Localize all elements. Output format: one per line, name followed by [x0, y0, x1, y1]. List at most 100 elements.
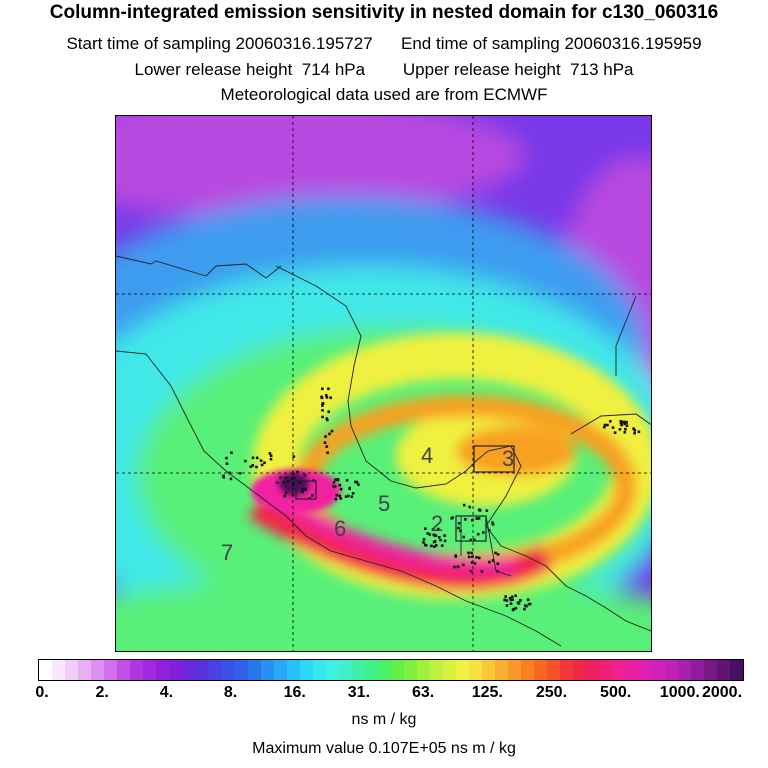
point-marker	[453, 565, 456, 569]
point-marker	[516, 601, 520, 604]
point-marker	[291, 483, 295, 487]
colorbar-cell	[338, 660, 352, 680]
point-marker	[292, 482, 295, 485]
colorbar-cell	[508, 660, 522, 680]
point-marker	[354, 480, 357, 484]
point-marker	[259, 459, 263, 462]
colorbar-cell	[729, 660, 743, 680]
point-marker	[487, 529, 491, 532]
plot-title: Column-integrated emission sensitivity i…	[49, 2, 719, 23]
colorbar-cell	[130, 660, 144, 680]
colorbar-cell	[91, 660, 105, 680]
point-marker	[470, 561, 474, 564]
point-marker	[603, 425, 606, 429]
point-marker	[251, 464, 255, 467]
point-marker	[338, 494, 341, 498]
point-marker	[471, 519, 474, 522]
colorbar-cell	[143, 660, 157, 680]
point-marker	[357, 483, 360, 486]
central-america-border	[460, 515, 512, 577]
point-marker	[433, 540, 437, 543]
colorbar-cell	[612, 660, 626, 680]
point-marker	[260, 463, 264, 467]
point-marker	[443, 534, 446, 537]
point-marker	[422, 538, 426, 541]
point-marker	[505, 599, 509, 602]
point-marker	[434, 534, 438, 537]
point-marker	[332, 485, 335, 488]
colorbar-tick-label: 0.	[35, 684, 49, 701]
point-marker	[624, 427, 627, 431]
point-marker	[345, 479, 349, 482]
point-marker	[303, 473, 307, 477]
point-marker	[428, 533, 431, 536]
magenta-band	[266, 489, 518, 575]
colorbar-cell	[286, 660, 300, 680]
colorbar-cell	[312, 660, 326, 680]
point-marker	[321, 402, 324, 405]
point-marker	[284, 491, 288, 495]
point-marker	[325, 396, 329, 399]
point-marker	[333, 485, 337, 488]
point-marker	[327, 410, 330, 414]
point-marker	[473, 538, 476, 542]
point-marker	[509, 602, 513, 605]
point-marker	[291, 493, 295, 497]
point-marker	[335, 493, 339, 497]
colorbar-cell	[482, 660, 496, 680]
map-canvas: 2 3 4 5 6 7	[116, 116, 651, 651]
point-marker	[433, 545, 436, 548]
point-marker	[325, 394, 328, 397]
point-marker	[620, 423, 623, 427]
point-marker	[327, 387, 330, 391]
point-marker	[496, 562, 500, 565]
point-marker	[611, 426, 615, 429]
point-marker	[462, 535, 465, 539]
point-marker	[228, 471, 231, 475]
colorbar-cell	[690, 660, 704, 680]
point-marker	[637, 430, 641, 434]
point-marker	[491, 523, 495, 526]
point-marker	[503, 598, 506, 602]
point-marker	[325, 417, 329, 420]
point-marker	[296, 470, 299, 474]
point-marker	[494, 551, 497, 555]
colorbar-cell	[39, 660, 53, 680]
point-marker	[618, 428, 622, 431]
point-marker	[525, 604, 528, 608]
point-marker	[625, 420, 628, 424]
colorbar-cell	[208, 660, 222, 680]
point-marker	[633, 431, 636, 435]
colorbar-tick-label: 63.	[411, 684, 435, 701]
point-marker	[344, 495, 348, 498]
colorbar-cell	[625, 660, 639, 680]
point-marker	[443, 539, 447, 543]
colorbar-cell	[586, 660, 600, 680]
release-heights-line: Lower release height 714 hPa Upper relea…	[0, 60, 768, 80]
point-marker	[473, 562, 477, 565]
colorbar-tick-label: 4.	[159, 684, 174, 701]
colorbar-cell	[273, 660, 287, 680]
colorbar-ticks: 0. 2. 4. 8. 16. 31. 63. 125. 250. 500. 1000. 2000.	[35, 684, 744, 704]
point-marker	[348, 487, 351, 490]
point-marker	[470, 551, 473, 555]
point-marker	[471, 555, 474, 559]
point-marker	[523, 607, 526, 611]
point-marker	[469, 538, 473, 542]
point-marker	[328, 432, 331, 436]
point-marker	[321, 415, 324, 419]
point-marker	[321, 387, 324, 391]
point-marker	[432, 533, 436, 537]
point-marker	[476, 532, 480, 536]
point-marker	[467, 551, 470, 555]
sampling-times-line: Start time of sampling 20060316.195727 E…	[0, 34, 768, 54]
point-marker	[301, 488, 304, 491]
point-marker	[478, 509, 482, 512]
point-marker	[230, 451, 233, 454]
point-marker	[334, 497, 338, 501]
point-marker	[355, 480, 359, 484]
point-marker	[496, 553, 500, 556]
colorbar-cell	[560, 660, 574, 680]
point-marker	[338, 483, 341, 487]
point-marker	[509, 598, 513, 602]
